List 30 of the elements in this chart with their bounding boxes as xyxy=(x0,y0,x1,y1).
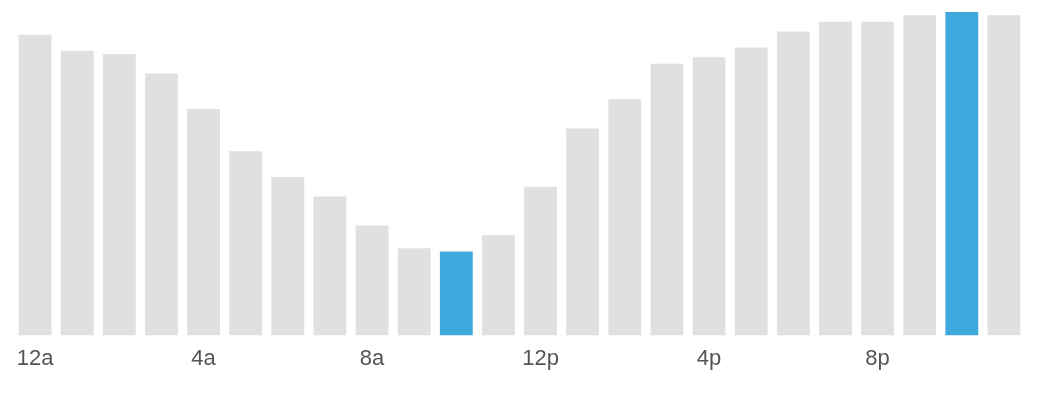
bar xyxy=(819,21,852,336)
bar xyxy=(60,50,94,336)
bar xyxy=(145,73,178,336)
x-tick-label: 8a xyxy=(359,344,386,370)
bar xyxy=(692,57,726,336)
bar xyxy=(524,186,557,336)
bar xyxy=(945,12,979,336)
bar xyxy=(650,63,684,336)
x-tick-label: 8p xyxy=(865,344,890,370)
bar xyxy=(271,177,305,336)
bar xyxy=(608,99,642,336)
bar xyxy=(903,15,937,336)
x-tick-label: 4a xyxy=(191,344,217,370)
bar xyxy=(397,248,431,336)
bar xyxy=(102,54,136,336)
bar xyxy=(861,21,894,336)
x-tick-label: 12a xyxy=(16,344,55,370)
bar xyxy=(987,15,1021,336)
bar xyxy=(439,251,473,336)
bar xyxy=(313,196,347,336)
bar xyxy=(187,109,220,336)
bar xyxy=(776,31,810,336)
bar xyxy=(355,225,389,336)
x-tick-label: 4p xyxy=(696,344,722,370)
bar xyxy=(566,128,600,336)
x-tick-label: 12p xyxy=(522,344,559,370)
bar xyxy=(229,151,263,336)
bar xyxy=(18,34,52,336)
bar xyxy=(734,47,768,336)
bar xyxy=(482,235,515,336)
